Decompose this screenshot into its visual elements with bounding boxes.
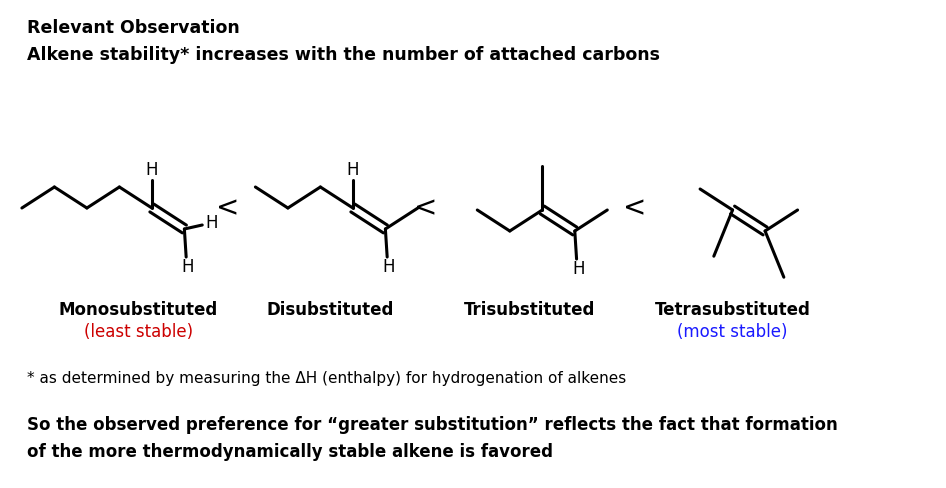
Text: of the more thermodynamically stable alkene is favored: of the more thermodynamically stable alk… <box>26 443 552 461</box>
Text: H: H <box>383 258 395 276</box>
Text: H: H <box>182 258 194 276</box>
Text: H: H <box>346 161 359 179</box>
Text: * as determined by measuring the ΔH (enthalpy) for hydrogenation of alkenes: * as determined by measuring the ΔH (ent… <box>26 370 626 386</box>
Text: H: H <box>205 214 218 232</box>
Text: Disubstituted: Disubstituted <box>267 301 394 319</box>
Text: Monosubstituted: Monosubstituted <box>59 301 219 319</box>
Text: So the observed preference for “greater substitution” reflects the fact that for: So the observed preference for “greater … <box>26 416 837 434</box>
Text: (least stable): (least stable) <box>84 323 193 341</box>
Text: Relevant Observation: Relevant Observation <box>26 19 239 37</box>
Text: <: < <box>216 194 239 222</box>
Text: (most stable): (most stable) <box>677 323 788 341</box>
Text: Trisubstituted: Trisubstituted <box>464 301 595 319</box>
Text: Tetrasubstituted: Tetrasubstituted <box>655 301 811 319</box>
Text: <: < <box>622 194 646 222</box>
Text: <: < <box>414 194 438 222</box>
Text: H: H <box>572 260 585 278</box>
Text: Alkene stability* increases with the number of attached carbons: Alkene stability* increases with the num… <box>26 46 659 64</box>
Text: H: H <box>146 161 158 179</box>
